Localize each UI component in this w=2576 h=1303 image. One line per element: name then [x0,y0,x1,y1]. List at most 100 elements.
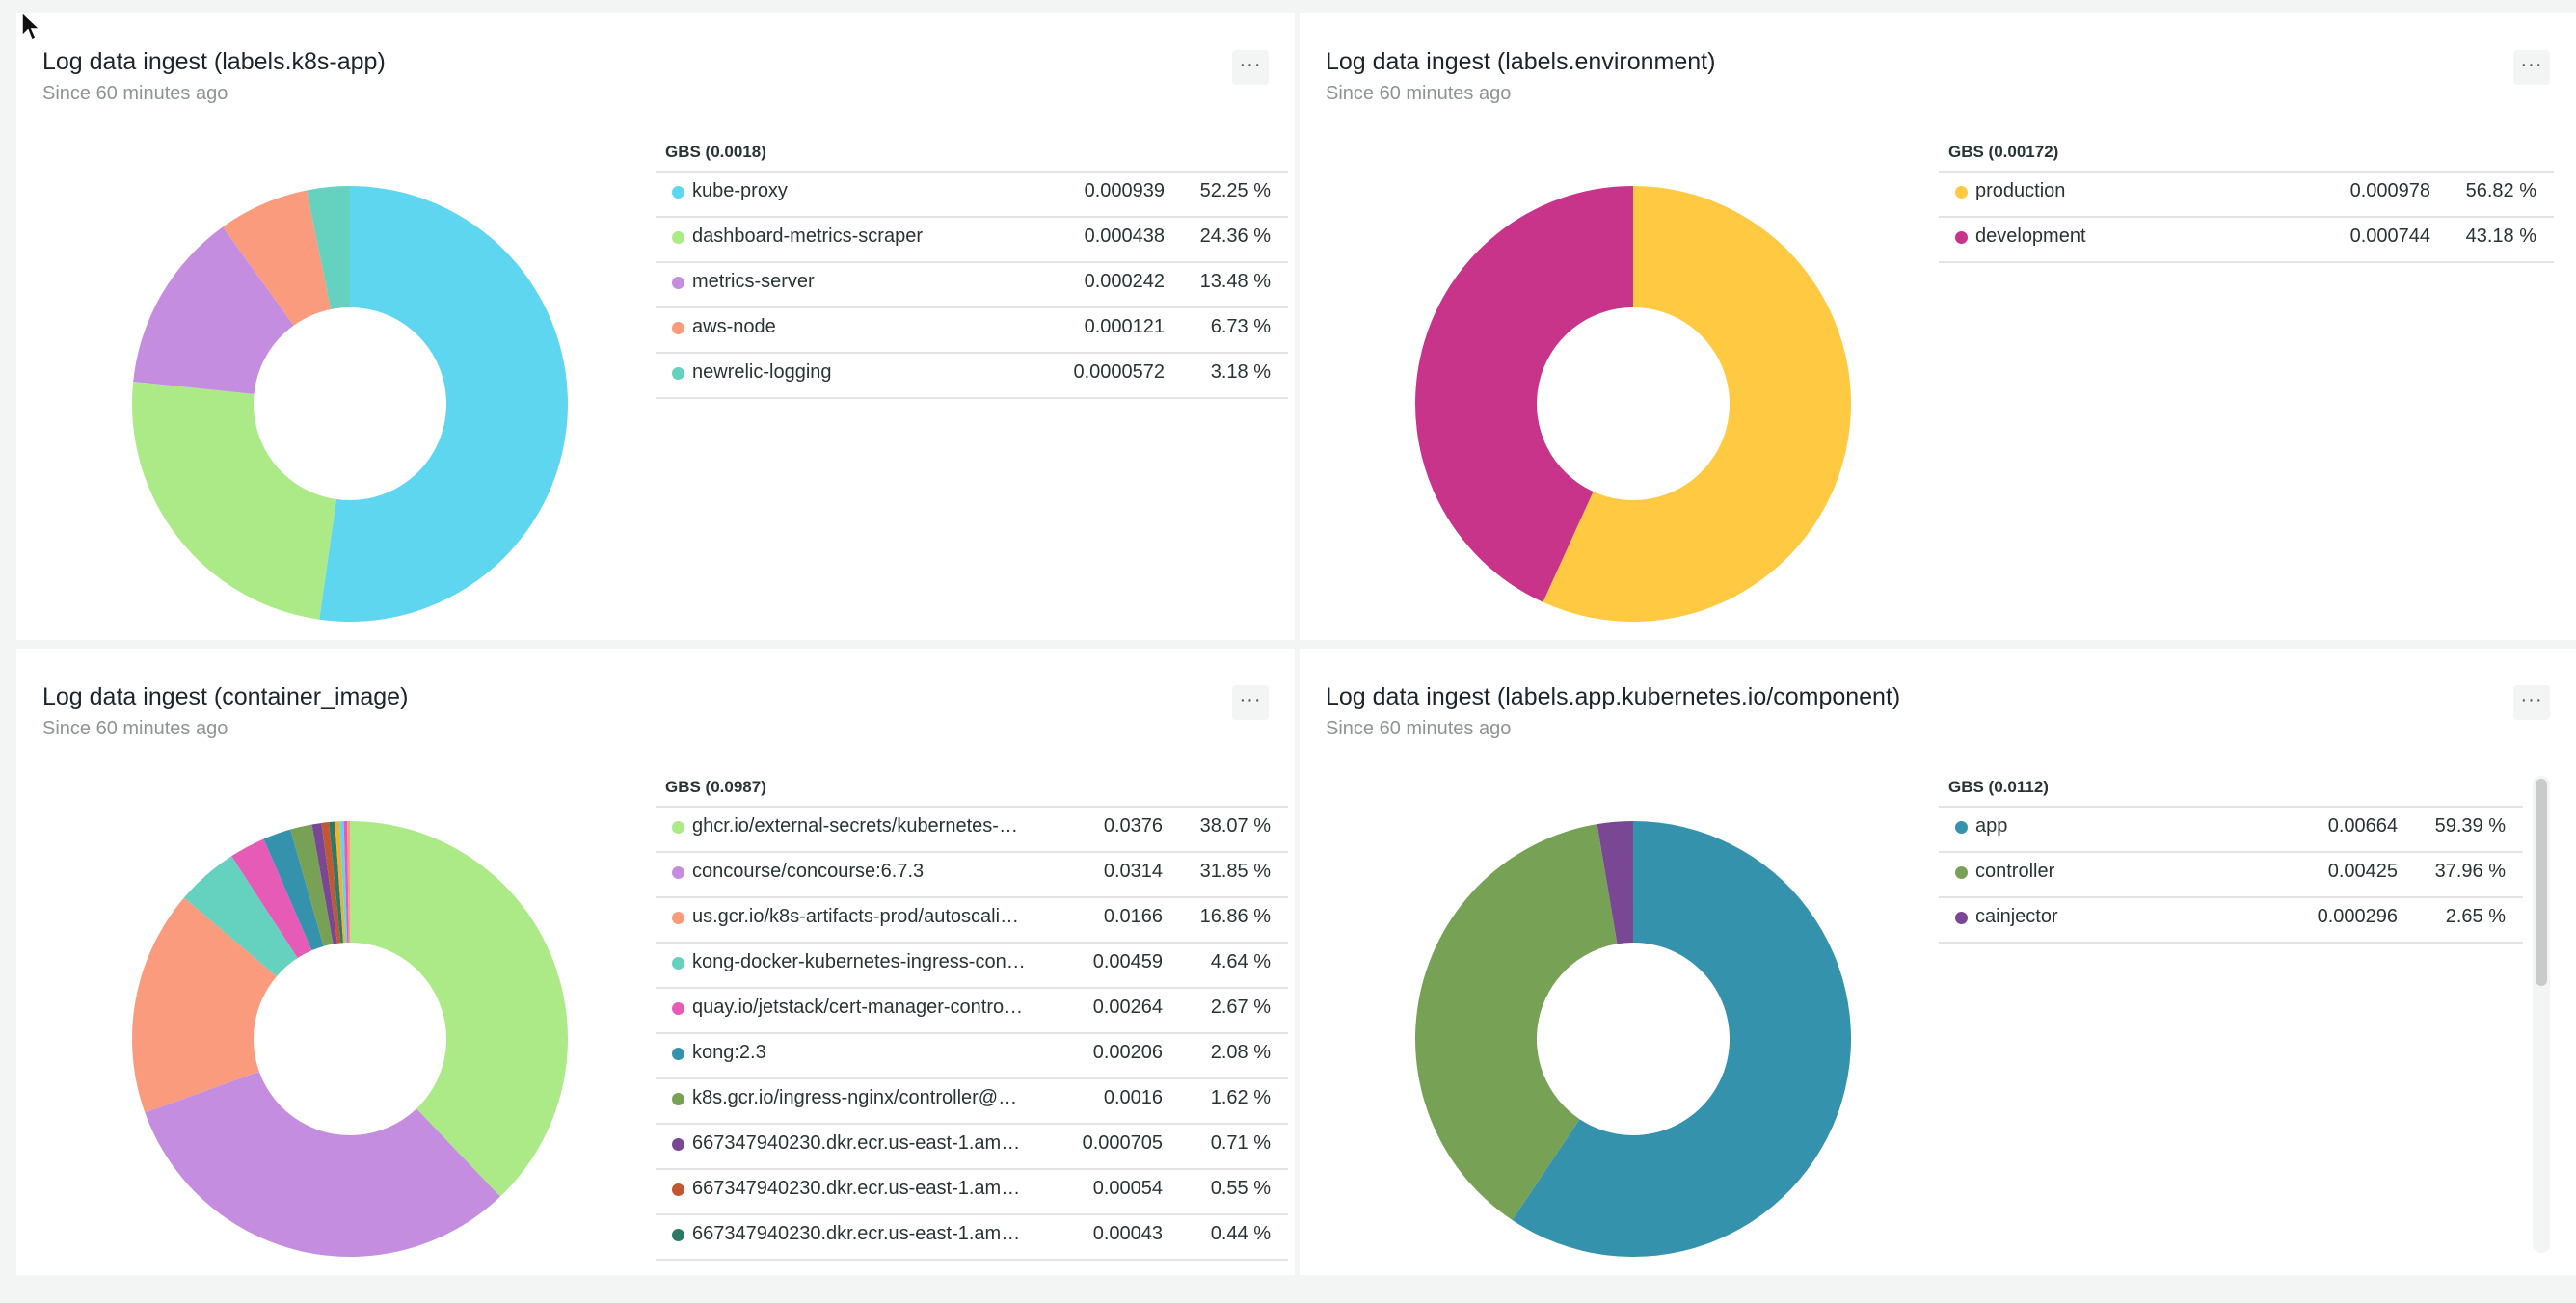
chart-legend: GBS (0.0987) ghcr.io/external-secrets/kub… [656,778,1288,1261]
pie-slice-minor[interactable] [343,821,349,944]
legend-row[interactable]: ghcr.io/external-secrets/kubernetes-ext.… [656,806,1288,851]
legend-row[interactable]: cainjector 0.000296 2.65 % [1939,896,2523,944]
legend-row[interactable]: kube-proxy 0.000939 52.25 % [656,171,1288,216]
pie-slice-minor[interactable] [339,821,348,944]
pie-slice-minor[interactable] [335,821,346,944]
pie-slice[interactable] [133,226,294,394]
chart-legend: GBS (0.0018) kube-proxy 0.000939 52.25 % das… [656,143,1288,399]
pie-slice[interactable] [290,824,334,946]
legend-label: kong:2.3 [692,1042,766,1063]
panel-menu-button[interactable]: ··· [2513,685,2550,720]
legend-label: production [1975,180,2066,201]
legend-swatch [1955,231,1968,244]
legend-row[interactable]: metrics-server 0.000242 13.48 % [656,261,1288,306]
legend-row[interactable]: 667347940230.dkr.ecr.us-east-1.amaz... 0.… [656,1168,1288,1213]
pie-slice[interactable] [1415,186,1633,602]
pie-slice[interactable] [1415,824,1618,1221]
panel-subtitle: Since 60 minutes ago [42,83,228,104]
legend-percent: 4.64 % [1210,951,1271,972]
legend-title: GBS (0.00172) [1948,143,2059,161]
legend-swatch [672,1002,684,1015]
legend-row[interactable]: production 0.000978 56.82 % [1939,171,2554,216]
legend-row[interactable]: quay.io/jetstack/cert-manager-controll..… [656,987,1288,1032]
pie-slice[interactable] [145,1071,500,1257]
legend-label: concourse/concourse:6.7.3 [692,861,925,882]
scrollbar-thumb[interactable] [2536,779,2547,986]
legend-label: quay.io/jetstack/cert-manager-controll..… [692,997,1026,1018]
legend-swatch [672,1048,684,1060]
legend-value: 0.00043 [1092,1223,1163,1244]
pie-slice[interactable] [319,186,568,622]
pie-slice[interactable] [223,190,332,326]
legend-percent: 13.48 % [1199,271,1271,292]
legend-scrollbar[interactable] [2533,776,2550,1253]
legend-row[interactable]: development 0.000744 43.18 % [1939,216,2554,263]
legend-label: ghcr.io/external-secrets/kubernetes-ext.… [692,815,1026,837]
legend-row[interactable]: 667347940230.dkr.ecr.us-east-1.amaz... 0.… [656,1213,1288,1261]
legend-row[interactable]: controller 0.00425 37.96 % [1939,851,2523,896]
legend-label: metrics-server [692,271,815,292]
pie-slice[interactable] [1512,821,1851,1257]
pie-slice[interactable] [231,838,312,959]
legend-percent: 59.39 % [2434,815,2506,837]
legend-row[interactable]: dashboard-metrics-scraper 0.000438 24.36 % [656,216,1288,261]
legend-swatch [1955,912,1968,924]
legend-label: aws-node [692,316,776,337]
panel-title: Log data ingest (labels.k8s-app) [42,48,386,75]
chart-legend: GBS (0.0112) app 0.00664 59.39 % controller 0… [1939,778,2523,944]
pie-slice[interactable] [132,897,277,1113]
pie-slice[interactable] [132,382,336,620]
pie-slice[interactable] [321,822,341,944]
legend-percent: 52.25 % [1199,180,1271,201]
legend-swatch [1955,821,1968,834]
panel-subtitle: Since 60 minutes ago [1326,83,1512,104]
legend-swatch [672,866,684,879]
panel-menu-button[interactable]: ··· [2513,50,2550,85]
donut-chart [132,186,568,622]
pie-slice[interactable] [1543,186,1851,622]
legend-percent: 3.18 % [1210,361,1271,383]
pie-slice[interactable] [263,829,324,951]
pie-slice[interactable] [307,186,350,309]
mouse-cursor-icon [21,12,40,41]
legend-row[interactable]: concourse/concourse:6.7.3 0.0314 31.85 % [656,851,1288,896]
legend-percent: 0.44 % [1210,1223,1271,1244]
legend-row[interactable]: k8s.gcr.io/ingress-nginx/controller@sha.… [656,1077,1288,1123]
pie-slice[interactable] [329,821,344,944]
panel-title: Log data ingest (labels.environment) [1326,48,1716,75]
legend-value: 0.000438 [1084,226,1165,247]
panel-menu-button[interactable]: ··· [1232,50,1269,85]
legend-row[interactable]: kong:2.3 0.00206 2.08 % [656,1032,1288,1077]
legend-row[interactable]: aws-node 0.000121 6.73 % [656,306,1288,352]
legend-percent: 2.08 % [1210,1042,1271,1063]
legend-swatch [672,912,684,924]
pie-slice[interactable] [183,856,298,977]
legend-value: 0.000978 [2349,180,2430,201]
legend-percent: 2.67 % [1210,997,1271,1018]
panel-menu-button[interactable]: ··· [1232,685,1269,720]
legend-swatch [672,277,684,289]
legend-label: controller [1975,861,2055,882]
panel-subtitle: Since 60 minutes ago [42,718,228,739]
donut-chart [1415,821,1851,1257]
legend-percent: 0.71 % [1210,1132,1271,1154]
legend-row[interactable]: app 0.00664 59.39 % [1939,806,2523,851]
legend-swatch [672,322,684,334]
legend-label: k8s.gcr.io/ingress-nginx/controller@sha.… [692,1087,1026,1108]
panel-title: Log data ingest (labels.app.kubernetes.i… [1326,683,1901,710]
legend-percent: 2.65 % [2445,906,2506,927]
legend-row[interactable]: kong-docker-kubernetes-ingress-contr... 0… [656,942,1288,987]
pie-slice[interactable] [311,822,337,944]
legend-value: 0.00425 [2327,861,2398,882]
panel-component: Log data ingest (labels.app.kubernetes.i… [1300,649,2576,1275]
legend-value: 0.0016 [1103,1087,1163,1108]
legend-percent: 24.36 % [1199,226,1271,247]
legend-row[interactable]: 667347940230.dkr.ecr.us-east-1.amaz... 0.… [656,1123,1288,1168]
legend-swatch [672,367,684,380]
pie-slice[interactable] [1597,821,1633,944]
pie-slice[interactable] [350,821,568,1197]
legend-row[interactable]: newrelic-logging 0.0000572 3.18 % [656,352,1288,399]
legend-value: 0.00264 [1092,997,1163,1018]
pie-slice-minor[interactable] [347,821,350,944]
legend-row[interactable]: us.gcr.io/k8s-artifacts-prod/autoscaling… [656,896,1288,942]
